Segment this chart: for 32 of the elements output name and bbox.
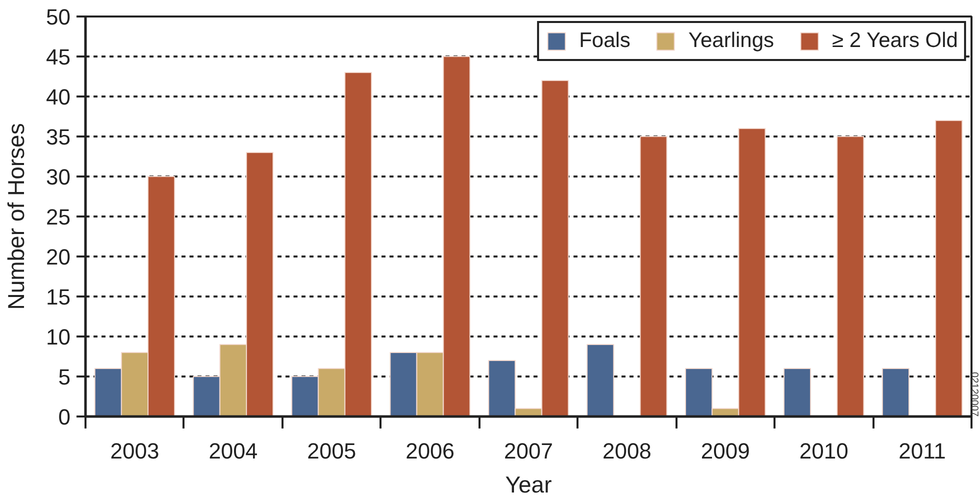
x-tick-label: 2003 bbox=[110, 438, 160, 464]
x-tick-label: 2008 bbox=[602, 438, 652, 464]
legend-label: ≥ 2 Years Old bbox=[832, 29, 958, 53]
bar bbox=[783, 368, 812, 416]
y-axis-title: Number of Horses bbox=[3, 123, 30, 310]
annotation: 02120007 bbox=[968, 372, 980, 417]
legend-label: Yearlings bbox=[688, 29, 774, 53]
y-tick-label: 15 bbox=[46, 284, 71, 310]
bar bbox=[836, 136, 864, 416]
y-tick-label: 5 bbox=[58, 364, 71, 390]
x-tick-label: 2010 bbox=[799, 438, 848, 464]
y-tick-label: 45 bbox=[46, 44, 71, 70]
y-tick-label: 20 bbox=[46, 244, 71, 270]
x-tick-label: 2005 bbox=[307, 438, 356, 464]
x-tick-label: 2006 bbox=[406, 438, 455, 464]
x-tick-label: 2011 bbox=[898, 438, 946, 464]
y-tick-label: 10 bbox=[46, 324, 71, 350]
y-tick-label: 40 bbox=[46, 84, 71, 110]
legend-label: Foals bbox=[579, 29, 630, 53]
x-axis-title: Year bbox=[505, 472, 552, 498]
bar bbox=[935, 120, 963, 416]
bar bbox=[586, 344, 614, 416]
bar bbox=[640, 136, 668, 416]
y-tick-label: 0 bbox=[58, 404, 71, 430]
y-tick-label: 50 bbox=[46, 4, 71, 30]
y-tick-label: 30 bbox=[46, 164, 71, 190]
bar bbox=[882, 368, 910, 416]
y-tick-label: 25 bbox=[46, 204, 71, 230]
x-tick-label: 2009 bbox=[700, 438, 750, 464]
y-tick-label: 35 bbox=[46, 124, 71, 150]
x-tick-label: 2004 bbox=[208, 438, 258, 464]
x-tick-label: 2007 bbox=[504, 438, 553, 464]
